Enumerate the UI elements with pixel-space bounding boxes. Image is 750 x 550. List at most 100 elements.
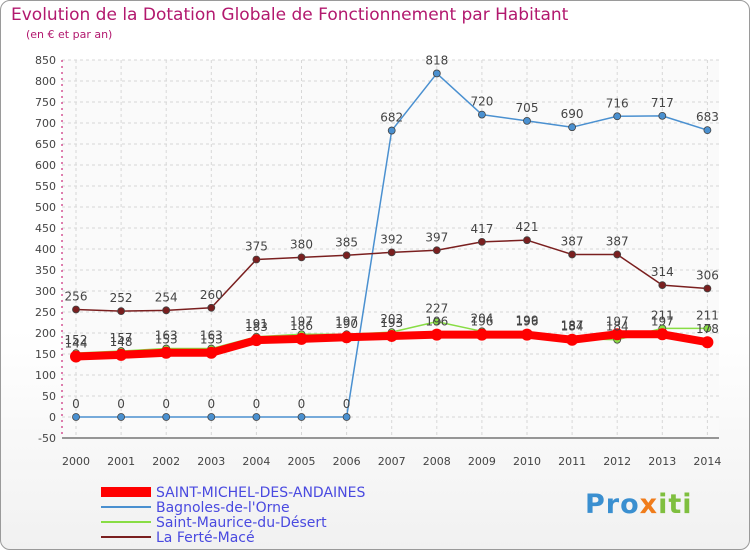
data-label: 314 <box>651 265 674 279</box>
data-label: 184 <box>606 320 629 334</box>
data-label: 260 <box>200 288 223 302</box>
data-label: 421 <box>516 220 539 234</box>
data-label: 254 <box>155 290 178 304</box>
data-label: 380 <box>290 237 313 251</box>
logo-part-2: x <box>639 489 659 520</box>
data-label: 0 <box>207 397 215 411</box>
data-point <box>475 328 488 341</box>
data-point <box>162 413 171 421</box>
data-point <box>297 413 306 421</box>
x-tick-label: 2013 <box>648 455 676 468</box>
data-label: 387 <box>561 234 584 248</box>
data-label: 417 <box>470 222 493 236</box>
data-point <box>340 331 353 344</box>
y-tick-label: 100 <box>35 369 56 382</box>
data-point <box>387 126 396 135</box>
x-tick-label: 2006 <box>333 455 361 468</box>
data-label: 211 <box>696 308 719 322</box>
x-tick-label: 2007 <box>378 455 406 468</box>
data-point <box>205 346 218 359</box>
data-point <box>658 281 667 290</box>
data-point <box>72 305 80 314</box>
data-point <box>117 413 125 421</box>
x-tick-label: 2008 <box>423 455 451 468</box>
data-label: 186 <box>290 319 313 333</box>
data-point <box>701 336 714 349</box>
data-label: 392 <box>380 232 403 246</box>
data-label: 720 <box>470 95 493 109</box>
y-tick-label: 400 <box>35 243 56 256</box>
y-tick-label: 600 <box>35 159 56 172</box>
data-label: 256 <box>65 289 88 303</box>
data-point <box>566 333 579 346</box>
data-point <box>295 332 308 345</box>
data-label: 375 <box>245 240 268 254</box>
data-point <box>432 69 441 78</box>
data-point <box>658 111 667 120</box>
data-point <box>432 246 441 255</box>
y-tick-label: 350 <box>35 264 56 277</box>
data-point <box>162 306 171 315</box>
data-label: 717 <box>651 96 674 110</box>
data-label: 0 <box>343 397 351 411</box>
data-point <box>477 237 486 246</box>
data-label: 227 <box>425 302 448 316</box>
y-tick-label: 700 <box>35 117 56 130</box>
proxiti-logo: Proxiti <box>585 489 693 520</box>
y-tick-label: 450 <box>35 222 56 235</box>
y-tick-label: 50 <box>42 390 56 403</box>
data-point <box>703 324 712 333</box>
x-tick-label: 2011 <box>558 455 586 468</box>
data-label: 153 <box>155 333 178 347</box>
x-tick-label: 2010 <box>513 455 541 468</box>
data-label: 191 <box>245 317 268 331</box>
data-label: 144 <box>65 337 88 351</box>
legend-label: Saint-Maurice-du-Désert <box>156 515 327 531</box>
data-label: 196 <box>470 315 493 329</box>
data-label: 152 <box>65 333 88 347</box>
data-point <box>656 328 669 341</box>
data-label: 157 <box>110 331 133 345</box>
data-point <box>297 253 306 262</box>
chart-subtitle: (en € et par an) <box>26 28 113 41</box>
data-point <box>703 284 712 293</box>
data-label: 306 <box>696 268 719 282</box>
legend-label: La Ferté-Macé <box>156 530 255 546</box>
data-label: 385 <box>335 235 358 249</box>
x-tick-label: 2012 <box>603 455 631 468</box>
data-point <box>115 348 128 361</box>
x-tick-label: 2001 <box>107 455 135 468</box>
y-tick-label: 300 <box>35 285 56 298</box>
data-point <box>477 110 486 119</box>
data-label: 818 <box>425 53 448 67</box>
data-point <box>250 334 263 347</box>
y-tick-label: 0 <box>49 411 56 424</box>
y-tick-label: 500 <box>35 201 56 214</box>
data-label: 197 <box>290 314 313 328</box>
data-point <box>611 328 624 341</box>
data-label: 0 <box>117 397 125 411</box>
data-point <box>613 250 622 259</box>
data-point <box>70 350 82 363</box>
data-point <box>703 126 712 135</box>
data-label: 153 <box>200 333 223 347</box>
data-point <box>72 413 80 421</box>
data-label: 187 <box>561 318 584 332</box>
data-label: 690 <box>561 107 584 121</box>
data-point <box>523 117 531 125</box>
data-label: 197 <box>606 314 629 328</box>
data-label: 397 <box>425 230 448 244</box>
x-tick-label: 2005 <box>288 455 316 468</box>
y-tick-label: 550 <box>35 180 56 193</box>
x-tick-label: 2009 <box>468 455 496 468</box>
data-label: 204 <box>470 311 493 325</box>
y-tick-label: 850 <box>35 54 56 67</box>
data-label: 193 <box>380 316 403 330</box>
y-tick-label: 800 <box>35 75 56 88</box>
data-point <box>207 413 216 421</box>
data-point <box>207 303 216 312</box>
data-point <box>342 251 351 260</box>
data-label: 196 <box>516 315 539 329</box>
y-tick-label: 650 <box>35 138 56 151</box>
